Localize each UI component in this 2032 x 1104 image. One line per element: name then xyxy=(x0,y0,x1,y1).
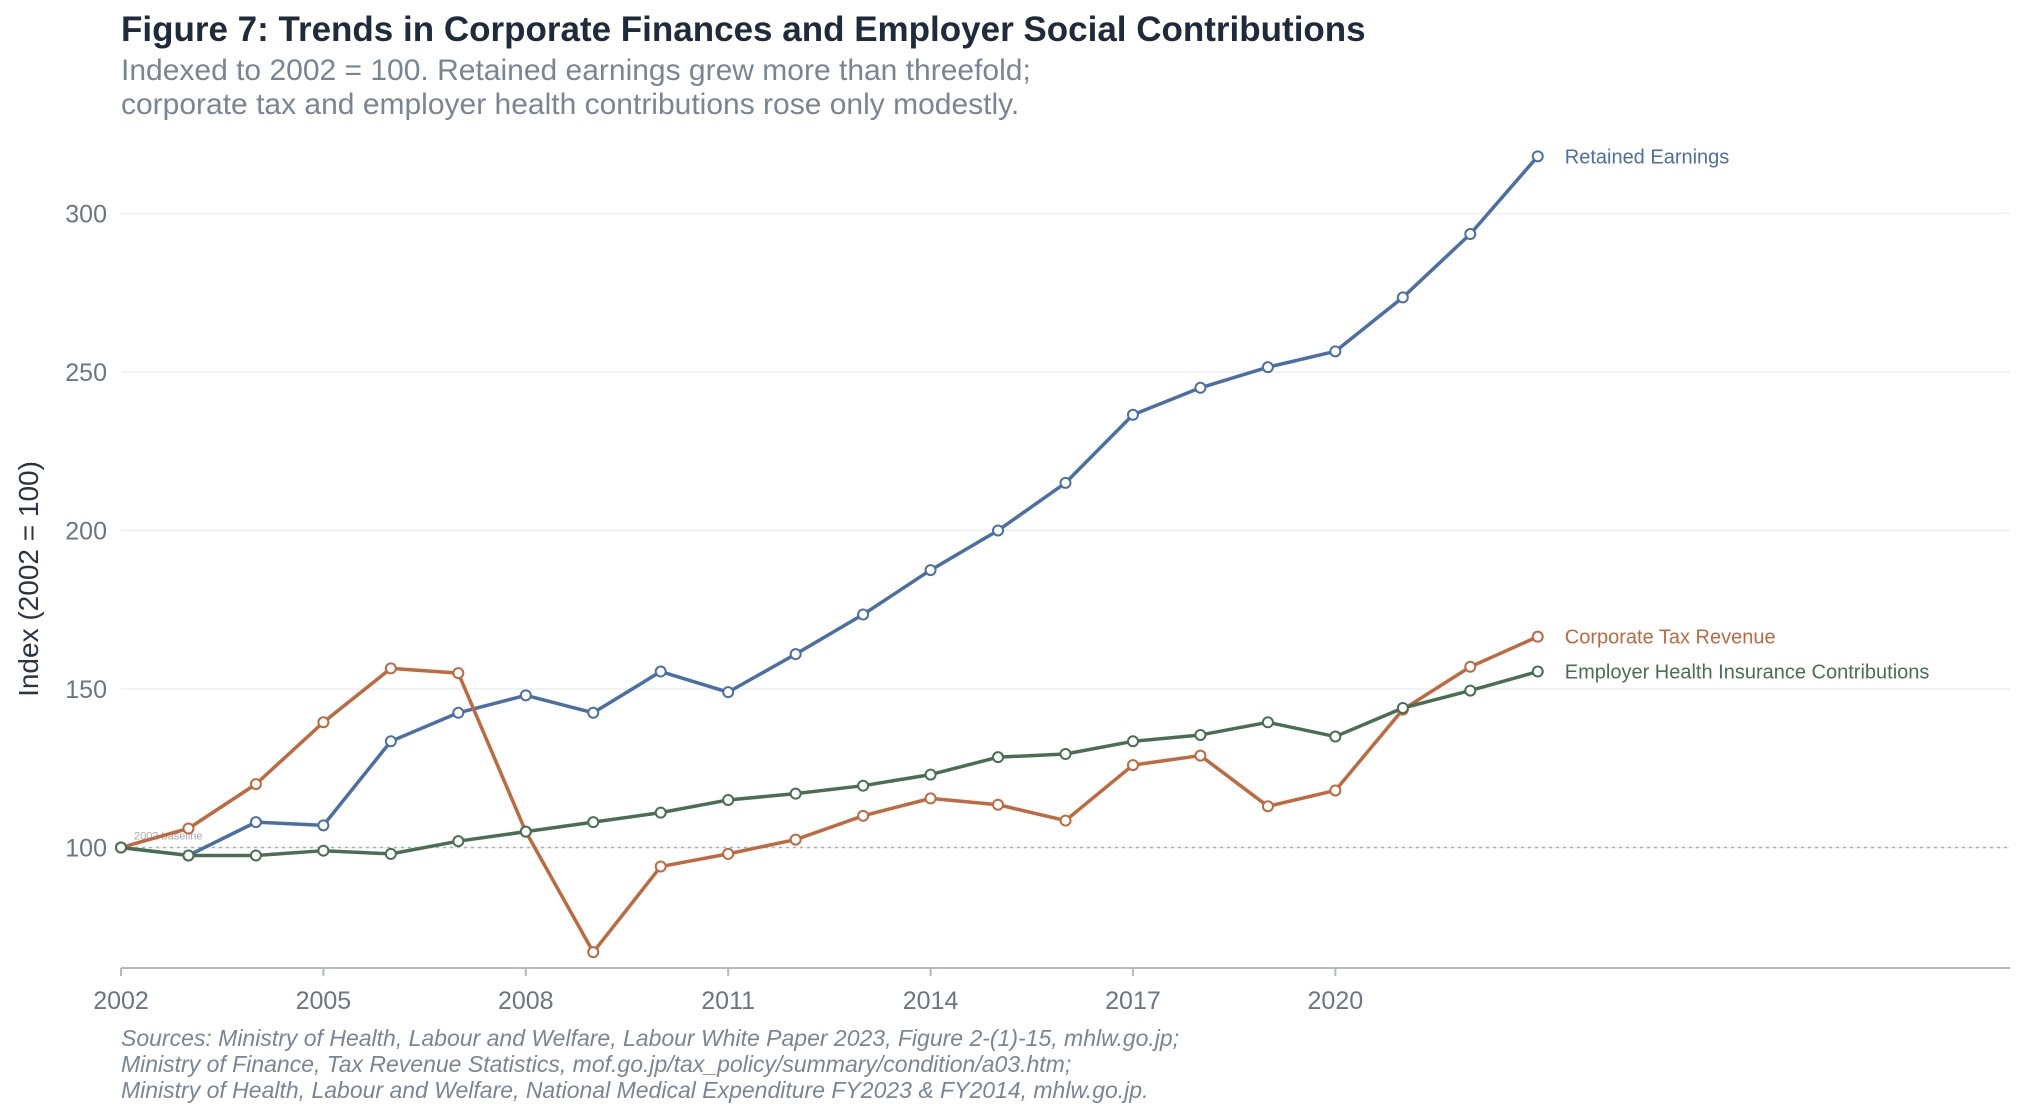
data-point-retained-earnings-2008 xyxy=(519,689,532,702)
series-employer-health-insurance-contributions xyxy=(115,665,1544,862)
data-point-employer-health-insurance-contributions-2013 xyxy=(857,779,870,792)
y-axis-label: Index (2002 = 100) xyxy=(13,461,44,697)
data-point-retained-earnings-2021 xyxy=(1396,291,1409,304)
y-tick-label-200: 200 xyxy=(65,517,107,545)
data-point-employer-health-insurance-contributions-2020 xyxy=(1329,730,1342,743)
data-point-employer-health-insurance-contributions-2021 xyxy=(1396,702,1409,715)
data-point-retained-earnings-2014 xyxy=(924,564,937,577)
series-line-retained-earnings xyxy=(119,154,1540,858)
data-point-employer-health-insurance-contributions-2012 xyxy=(789,787,802,800)
data-point-corporate-tax-revenue-2012 xyxy=(789,833,802,846)
y-tick-label-250: 250 xyxy=(65,359,107,387)
data-point-employer-health-insurance-contributions-2010 xyxy=(654,806,667,819)
x-tick-label-2017: 2017 xyxy=(1105,987,1161,1015)
data-point-corporate-tax-revenue-2022 xyxy=(1464,660,1477,673)
series-labels: Retained Earnings Corporate Tax Revenue Em… xyxy=(1565,146,1930,683)
data-point-retained-earnings-2009 xyxy=(587,706,600,719)
data-point-employer-health-insurance-contributions-2016 xyxy=(1059,747,1072,760)
data-point-corporate-tax-revenue-2006 xyxy=(384,662,397,675)
data-point-retained-earnings-2006 xyxy=(384,735,397,748)
data-point-retained-earnings-2015 xyxy=(992,524,1005,537)
chart-subtitle-line-2: corporate tax and employer health contri… xyxy=(121,88,1020,121)
x-tick-label-2008: 2008 xyxy=(498,987,554,1015)
source-line-3: Ministry of Health, Labour and Welfare, … xyxy=(121,1077,1149,1103)
data-point-retained-earnings-2011 xyxy=(722,686,735,699)
data-point-corporate-tax-revenue-2007 xyxy=(452,667,465,680)
data-point-retained-earnings-2023 xyxy=(1531,150,1544,163)
data-point-retained-earnings-2005 xyxy=(317,819,330,832)
data-point-corporate-tax-revenue-2018 xyxy=(1194,749,1207,762)
series-corporate-tax-revenue xyxy=(115,630,1544,959)
data-point-employer-health-insurance-contributions-2009 xyxy=(587,816,600,829)
data-point-employer-health-insurance-contributions-2005 xyxy=(317,844,330,857)
data-point-corporate-tax-revenue-2013 xyxy=(857,809,870,822)
y-tick-label-150: 150 xyxy=(65,676,107,704)
data-point-corporate-tax-revenue-2005 xyxy=(317,716,330,729)
data-point-retained-earnings-2012 xyxy=(789,648,802,661)
x-tick-label-2014: 2014 xyxy=(903,987,959,1015)
data-point-retained-earnings-2004 xyxy=(249,816,262,829)
data-point-employer-health-insurance-contributions-2023 xyxy=(1531,665,1544,678)
data-point-retained-earnings-2020 xyxy=(1329,345,1342,358)
data-point-corporate-tax-revenue-2023 xyxy=(1531,630,1544,643)
data-point-corporate-tax-revenue-2016 xyxy=(1059,814,1072,827)
data-point-corporate-tax-revenue-2010 xyxy=(654,860,667,873)
data-point-employer-health-insurance-contributions-2017 xyxy=(1126,735,1139,748)
axes: 100 150 200 250 300 2002 2005 2008 2011 2014 2017 2… xyxy=(13,200,2010,1015)
data-point-retained-earnings-2019 xyxy=(1261,361,1274,374)
data-point-retained-earnings-2018 xyxy=(1194,381,1207,394)
chart-subtitle-line-1: Indexed to 2002 = 100. Retained earnings… xyxy=(121,54,1031,87)
data-point-employer-health-insurance-contributions-2004 xyxy=(249,849,262,862)
data-point-corporate-tax-revenue-2019 xyxy=(1261,800,1274,813)
gridlines xyxy=(121,212,2010,849)
series-line-corporate-tax-revenue xyxy=(119,634,1540,954)
series-label-corporate-tax-revenue: Corporate Tax Revenue xyxy=(1565,627,1776,649)
data-point-retained-earnings-2017 xyxy=(1126,408,1139,421)
data-point-retained-earnings-2007 xyxy=(452,706,465,719)
x-tick-label-2020: 2020 xyxy=(1308,987,1364,1015)
data-point-employer-health-insurance-contributions-2006 xyxy=(384,847,397,860)
data-point-employer-health-insurance-contributions-2008 xyxy=(519,825,532,838)
data-point-employer-health-insurance-contributions-2002 xyxy=(115,841,127,854)
data-point-employer-health-insurance-contributions-2007 xyxy=(452,835,465,848)
data-point-employer-health-insurance-contributions-2003 xyxy=(182,849,195,862)
data-point-employer-health-insurance-contributions-2011 xyxy=(722,793,735,806)
line-chart: 2002 baseline 100 150 200 250 300 2002 2005 200… xyxy=(13,146,2010,1015)
data-point-employer-health-insurance-contributions-2018 xyxy=(1194,728,1207,741)
data-point-corporate-tax-revenue-2014 xyxy=(924,792,937,805)
data-point-corporate-tax-revenue-2011 xyxy=(722,847,735,860)
y-tick-label-300: 300 xyxy=(65,200,107,228)
series xyxy=(115,150,1544,959)
data-point-retained-earnings-2010 xyxy=(654,665,667,678)
chart-title: Figure 7: Trends in Corporate Finances a… xyxy=(121,10,1366,49)
data-point-corporate-tax-revenue-2017 xyxy=(1126,759,1139,772)
data-point-corporate-tax-revenue-2004 xyxy=(249,778,262,791)
y-tick-label-100: 100 xyxy=(65,835,107,863)
data-point-employer-health-insurance-contributions-2015 xyxy=(992,751,1005,764)
series-line-employer-health-insurance-contributions xyxy=(119,669,1540,858)
x-tick-label-2005: 2005 xyxy=(296,987,352,1015)
data-point-corporate-tax-revenue-2015 xyxy=(992,798,1005,811)
data-point-corporate-tax-revenue-2020 xyxy=(1329,784,1342,797)
data-point-corporate-tax-revenue-2009 xyxy=(587,946,600,959)
source-line-1: Sources: Ministry of Health, Labour and … xyxy=(121,1025,1180,1051)
data-point-retained-earnings-2022 xyxy=(1464,228,1477,241)
source-line-2: Ministry of Finance, Tax Revenue Statist… xyxy=(121,1051,1072,1077)
series-retained-earnings xyxy=(115,150,1544,862)
data-point-retained-earnings-2013 xyxy=(857,608,870,621)
x-tick-label-2002: 2002 xyxy=(93,987,149,1015)
data-point-corporate-tax-revenue-2003 xyxy=(182,822,195,835)
x-tick-label-2011: 2011 xyxy=(701,987,755,1015)
series-label-employer-health-insurance-contributions: Employer Health Insurance Contributions xyxy=(1565,662,1930,684)
data-point-employer-health-insurance-contributions-2019 xyxy=(1261,716,1274,729)
data-point-employer-health-insurance-contributions-2014 xyxy=(924,768,937,781)
baseline: 2002 baseline xyxy=(121,831,2010,849)
series-label-retained-earnings: Retained Earnings xyxy=(1565,146,1730,168)
data-point-employer-health-insurance-contributions-2022 xyxy=(1464,684,1477,697)
data-point-retained-earnings-2016 xyxy=(1059,476,1072,489)
